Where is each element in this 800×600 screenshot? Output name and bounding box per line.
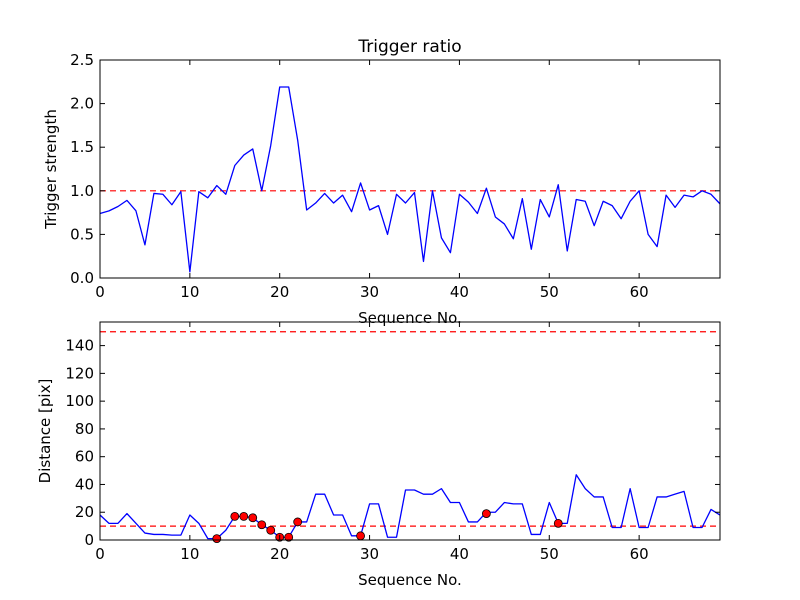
x-tick-label: 10 [180, 545, 199, 563]
data-point-marker [356, 531, 365, 541]
y-tick-label: 0.0 [70, 269, 94, 287]
axis-ticks: 0 10 20 30 40 50 60 0.0 0.5 1.0 1.5 2.0 2.5 [70, 51, 720, 301]
y-tick-label: 2.5 [70, 51, 94, 69]
series-line [99, 474, 721, 540]
y-tick-label: 1.0 [70, 182, 94, 200]
distance-data-layer [99, 331, 721, 544]
data-point-marker [248, 513, 258, 523]
y-tick-label: 2.0 [70, 95, 94, 113]
x-tick-label: 40 [450, 283, 469, 301]
x-axis-label: Sequence No. [358, 571, 462, 589]
plot-frame [99, 321, 721, 541]
y-tick-label: 20 [75, 503, 94, 521]
y-axis-label: Distance [pix] [36, 379, 54, 484]
x-tick-label: 20 [270, 545, 289, 563]
axis-ticks: 0 10 20 30 40 50 60 0 20 40 60 80 100 120 140 [65, 322, 720, 563]
data-point-marker [266, 525, 276, 535]
x-tick-label: 20 [270, 283, 289, 301]
y-tick-label: 60 [75, 448, 94, 466]
distance-plot: 0 10 20 30 40 50 60 0 20 40 60 80 100 120 140 Sequence… [36, 321, 721, 589]
chart-title: Trigger ratio [357, 37, 461, 57]
x-tick-label: 30 [360, 545, 379, 563]
data-point-marker [239, 511, 249, 521]
plot-frame [99, 59, 721, 279]
data-point-marker [553, 518, 563, 528]
series-line [99, 86, 721, 273]
x-tick-label: 0 [95, 283, 105, 301]
data-point-marker [230, 511, 240, 521]
data-point-marker [284, 532, 294, 542]
x-tick-label: 0 [95, 545, 105, 563]
y-tick-label: 40 [75, 475, 94, 493]
y-tick-label: 140 [65, 337, 94, 355]
y-tick-label: 100 [65, 392, 94, 410]
y-tick-label: 80 [75, 420, 94, 438]
x-tick-label: 40 [450, 545, 469, 563]
x-tick-label: 10 [180, 283, 199, 301]
data-point-marker [481, 509, 491, 519]
trigger-data-layer [99, 86, 721, 273]
y-tick-label: 1.5 [70, 138, 94, 156]
x-tick-label: 60 [630, 283, 649, 301]
y-axis-label: Trigger strength [42, 109, 60, 230]
x-tick-label: 50 [540, 545, 559, 563]
x-axis-label: Sequence No. [358, 309, 462, 327]
x-tick-label: 30 [360, 283, 379, 301]
x-tick-label: 50 [540, 283, 559, 301]
y-tick-label: 0.5 [70, 225, 94, 243]
data-point-marker [257, 520, 267, 530]
y-tick-label: 0 [84, 531, 94, 549]
data-point-marker [293, 517, 303, 527]
data-point-marker [212, 534, 222, 544]
y-tick-label: 120 [65, 364, 94, 382]
x-tick-label: 60 [630, 545, 649, 563]
